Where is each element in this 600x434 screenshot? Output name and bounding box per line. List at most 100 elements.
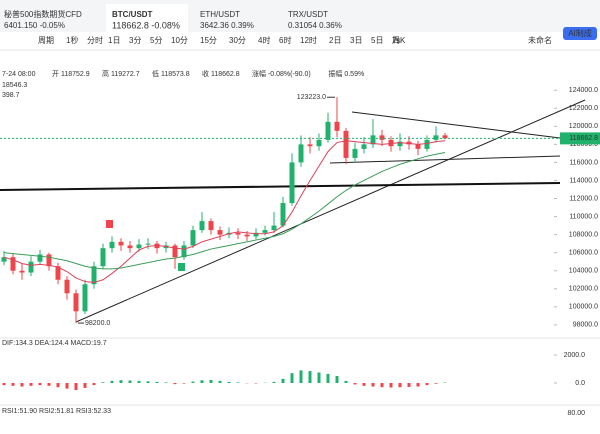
macd-bar (165, 382, 168, 383)
period-label: 周期 (38, 36, 54, 45)
tab-quote: 118662.8 -0.08% (112, 20, 180, 30)
tab-quote: 0.31054 0.36% (288, 21, 342, 30)
macd-bar (75, 383, 78, 390)
macd-bar (66, 383, 69, 389)
macd-bar (3, 383, 6, 385)
period-button[interactable]: 3分 (129, 36, 141, 45)
macd-bar (183, 383, 186, 384)
trend-line (330, 156, 560, 163)
tab-name: 秘普500指数期货CFD (4, 9, 82, 19)
macd-bar (147, 381, 150, 383)
macd-tick-label: 0.0 (575, 380, 585, 387)
macd-bar (111, 381, 114, 383)
macd-bar (417, 383, 420, 387)
ma-value: 18546.3 (2, 82, 27, 89)
candle-body (47, 254, 52, 266)
macd-bar (300, 370, 303, 383)
macd-bar (120, 380, 123, 383)
candle-body (380, 135, 385, 140)
macd-tick-label: 2000.0 (564, 352, 586, 359)
macd-bar (192, 382, 195, 383)
current-price: 118662.8 (569, 135, 598, 142)
candle-body (263, 230, 268, 233)
period-button[interactable]: 1日 (108, 36, 120, 45)
ohlc-info: 开 118752.9 (52, 70, 90, 78)
price-tick-label: 122000.0 (569, 105, 598, 112)
macd-bar (309, 371, 312, 383)
period-button[interactable]: 12时 (300, 35, 317, 45)
macd-bar (102, 382, 105, 383)
period-button[interactable]: 15分 (200, 36, 217, 45)
ohlc-info: 收 118662.8 (202, 69, 240, 78)
candle-body (137, 245, 142, 249)
period-button[interactable]: 6时 (279, 35, 291, 45)
macd-bar (21, 383, 24, 387)
macd-bar (129, 380, 132, 383)
candle-body (20, 271, 25, 273)
candle-body (308, 144, 313, 146)
price-tick-label: 108000.0 (569, 231, 598, 238)
period-button[interactable]: 30分 (229, 36, 246, 45)
candle-body (272, 226, 277, 231)
high-label: 123223.0 (297, 94, 326, 101)
ohlc-info: 振幅 0.59% (328, 69, 364, 78)
sell-marker (178, 263, 185, 271)
macd-bar (156, 382, 159, 383)
macd-bar (426, 383, 429, 385)
period-button[interactable]: 1秒 (66, 35, 78, 45)
price-tick-label: 106000.0 (569, 250, 598, 257)
macd-bar (282, 379, 285, 383)
macd-bar (201, 380, 204, 383)
macd-bar (363, 383, 366, 386)
horizontal-line (0, 183, 560, 190)
macd-bar (318, 373, 321, 384)
moving-average (4, 141, 445, 283)
price-tick-label: 104000.0 (569, 268, 598, 275)
macd-bar (381, 383, 384, 387)
ohlc-info: 高 119272.7 (102, 69, 140, 78)
macd-bar (39, 383, 42, 385)
macd-bar (174, 383, 177, 384)
price-tick-label: 124000.0 (569, 87, 598, 94)
macd-bar (12, 383, 15, 386)
period-button[interactable]: 10分 (171, 36, 188, 45)
macd-bar (435, 383, 438, 384)
candle-body (434, 135, 439, 140)
candle-body (290, 162, 295, 203)
macd-bar (84, 383, 87, 388)
candle-body (29, 262, 34, 273)
candle-body (353, 149, 358, 158)
period-button[interactable]: 4时 (258, 35, 270, 45)
period-button[interactable]: 5分 (150, 36, 162, 45)
candle-body (362, 144, 367, 149)
period-button[interactable]: 分时 (87, 35, 103, 45)
macd-bar (219, 381, 222, 383)
candle-body (335, 122, 340, 131)
macd-bar (399, 383, 402, 387)
candle-body (65, 280, 70, 294)
period-button[interactable]: 3日 (350, 36, 362, 45)
rsi-tick-label: 80.00 (567, 410, 585, 417)
candle-body (38, 254, 43, 261)
macd-bar (327, 374, 330, 383)
period-button[interactable]: 2日 (329, 36, 341, 45)
tab-name: ETH/USDT (200, 10, 240, 19)
candle-body (344, 131, 349, 158)
candle-body (416, 144, 421, 149)
macd-bar (93, 383, 96, 385)
tab-name: TRX/USDT (288, 10, 328, 19)
macd-bar (354, 383, 357, 384)
candle-body (110, 242, 115, 248)
candle-body (245, 235, 250, 237)
candle-body (173, 245, 178, 257)
buy-marker (106, 220, 113, 228)
candle-body (236, 233, 241, 235)
ohlc-info: 低 118573.8 (152, 69, 190, 78)
macd-bar (210, 380, 213, 383)
candle-body (317, 140, 322, 146)
period-button[interactable]: 5日 (371, 36, 383, 45)
low-label: 98200.0 (85, 320, 110, 327)
candle-body (209, 221, 214, 230)
macd-bar (408, 383, 411, 387)
